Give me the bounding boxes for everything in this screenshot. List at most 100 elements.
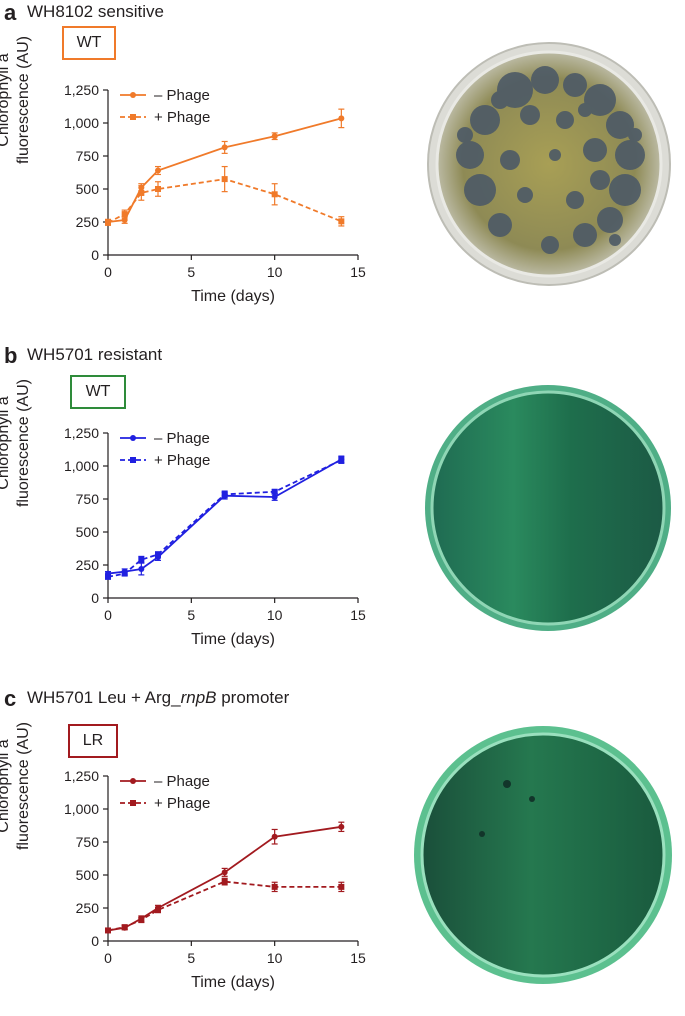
data-point	[338, 457, 345, 464]
panel-letter: a	[4, 0, 17, 25]
data-point	[338, 823, 345, 830]
panel-title: WH8102 sensitive	[27, 2, 165, 21]
legend-marker	[130, 457, 136, 463]
series-plus-phage	[105, 877, 345, 934]
panel-b: b WH5701 resistant WT Chlorophyll afluor…	[0, 343, 685, 673]
x-tick-label: 0	[104, 264, 112, 280]
data-point	[138, 565, 145, 572]
data-point	[138, 556, 145, 563]
data-point	[338, 883, 345, 890]
data-point	[155, 906, 161, 913]
petri-dish-green-lawn-image	[425, 385, 671, 631]
legend-label: – Phage	[154, 430, 210, 447]
x-tick-label: 5	[187, 264, 195, 280]
line-chart-a: 0 250 500 750 1,000 1,250 0 5 10 15 Time (days) – P…	[64, 82, 366, 305]
legend-label: – Phage	[154, 87, 210, 104]
panel-title: WH5701 Leu + Arg_rnpB promoter	[27, 688, 290, 707]
legend-label: – Phage	[154, 773, 210, 790]
legend-entry: – Phage	[120, 430, 210, 447]
y-tick-label: 1,250	[64, 82, 99, 98]
y-tick-label: 750	[76, 834, 100, 850]
y-tick-label: 500	[76, 524, 100, 540]
strain-label-box: WT	[62, 26, 116, 60]
data-point	[155, 186, 161, 192]
data-point	[221, 144, 228, 151]
panel-title: WH5701 resistant	[27, 345, 163, 364]
x-tick-label: 10	[267, 264, 283, 280]
x-tick-label: 15	[350, 950, 366, 966]
y-tick-label: 1,000	[64, 801, 99, 817]
legend-marker	[130, 92, 136, 98]
x-tick-label: 10	[267, 607, 283, 623]
legend-marker	[130, 800, 136, 806]
y-tick-label: 1,000	[64, 458, 99, 474]
legend-marker	[130, 435, 136, 441]
line-chart-b: 0 250 500 750 1,000 1,250 0 5 10 15 Time (days) – P…	[64, 425, 366, 648]
panel-letter: b	[4, 343, 18, 368]
y-tick-label: 250	[76, 900, 100, 916]
data-point	[121, 211, 128, 218]
legend-entry: – Phage	[120, 773, 210, 790]
y-tick-label: 0	[91, 590, 99, 606]
x-tick-label: 15	[350, 607, 366, 623]
data-point	[271, 133, 278, 140]
y-tick-label: 500	[76, 181, 100, 197]
legend-label: + Phage	[154, 452, 210, 469]
data-point	[121, 924, 128, 931]
data-point	[271, 833, 278, 840]
panel-c: c WH5701 Leu + Arg_rnpB promoter LR Chlo…	[0, 686, 685, 1016]
data-point	[105, 219, 111, 226]
y-tick-label: 1,250	[64, 425, 99, 441]
legend-marker	[130, 778, 136, 784]
data-point	[105, 927, 111, 934]
data-point	[121, 570, 128, 577]
strain-label-box: LR	[68, 724, 118, 758]
data-point	[105, 573, 111, 580]
legend-entry: + Phage	[120, 452, 210, 469]
y-tick-label: 250	[76, 214, 100, 230]
strain-label-box: WT	[70, 375, 126, 409]
data-point	[338, 115, 345, 122]
x-axis-title: Time (days)	[191, 631, 275, 648]
legend-marker	[130, 114, 136, 120]
x-tick-label: 10	[267, 950, 283, 966]
legend-label: + Phage	[154, 109, 210, 126]
x-tick-label: 5	[187, 607, 195, 623]
panel-letter: c	[4, 686, 17, 711]
petri-dish-green-lawn-image	[414, 726, 672, 984]
y-tick-label: 0	[91, 247, 99, 263]
x-tick-label: 0	[104, 950, 112, 966]
x-axis-title: Time (days)	[191, 974, 275, 991]
legend-entry: – Phage	[120, 87, 210, 104]
x-tick-label: 5	[187, 950, 195, 966]
data-point	[138, 916, 145, 923]
data-point	[338, 218, 345, 225]
series-plus-phage	[105, 165, 345, 227]
x-tick-label: 0	[104, 607, 112, 623]
y-tick-label: 750	[76, 148, 100, 164]
y-tick-label: 750	[76, 491, 100, 507]
data-point	[221, 869, 228, 876]
data-point	[221, 491, 228, 498]
data-point	[271, 488, 278, 495]
series-plus-phage	[105, 456, 345, 580]
data-point	[271, 191, 278, 198]
y-tick-label: 0	[91, 933, 99, 949]
data-point	[271, 494, 278, 501]
y-tick-label: 500	[76, 867, 100, 883]
y-tick-label: 250	[76, 557, 100, 573]
petri-dish-plaques-image	[427, 42, 671, 286]
data-point	[155, 167, 161, 174]
data-point	[138, 189, 145, 196]
x-axis-title: Time (days)	[191, 288, 275, 305]
data-point	[155, 551, 161, 558]
legend-entry: + Phage	[120, 109, 210, 126]
y-tick-label: 1,000	[64, 115, 99, 131]
y-tick-label: 1,250	[64, 768, 99, 784]
line-chart-c: 0 250 500 750 1,000 1,250 0 5 10 15 Time (days) – P…	[64, 768, 366, 991]
panel-a: a WH8102 sensitive WT Chlorophyll afluor…	[0, 0, 685, 330]
legend-label: + Phage	[154, 795, 210, 812]
data-point	[221, 176, 228, 183]
data-point	[221, 878, 228, 885]
legend-entry: + Phage	[120, 795, 210, 812]
